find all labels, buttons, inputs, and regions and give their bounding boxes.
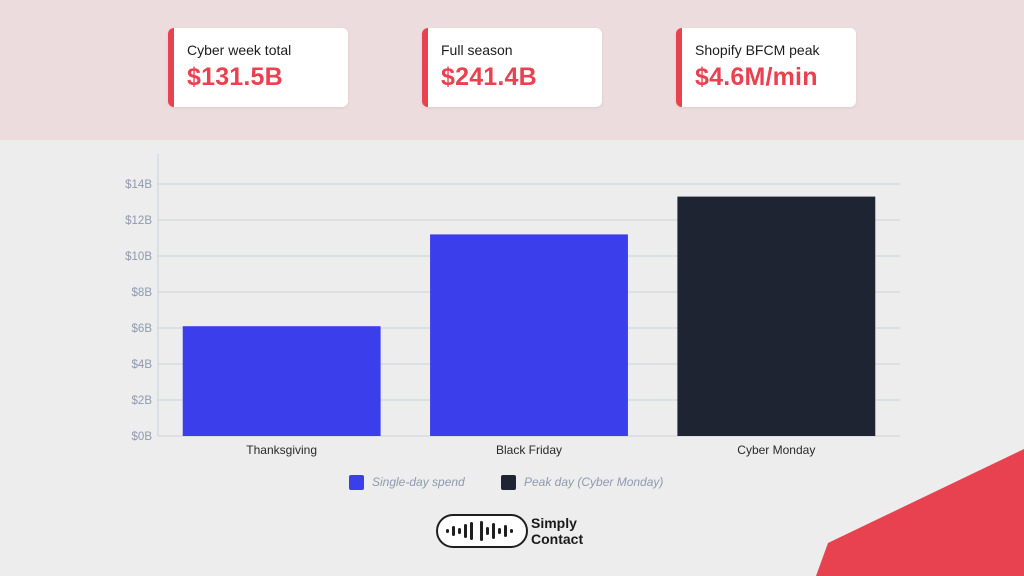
brand-name: Simply Contact — [531, 515, 583, 547]
legend-label: Peak day (Cyber Monday) — [524, 475, 664, 489]
kpi-label: Cyber week total — [187, 42, 292, 58]
legend-swatch-peak-day — [501, 474, 516, 490]
y-tick-label: $6B — [132, 323, 153, 335]
y-tick-label: $4B — [132, 359, 153, 371]
legend-item-single-day: Single-day spend — [349, 472, 465, 492]
brand-logo: Simply Contact — [436, 513, 583, 549]
legend-swatch-single-day — [349, 474, 364, 490]
bar-cyber-monday — [677, 196, 876, 436]
y-tick-label: $14B — [125, 179, 152, 191]
y-tick-label: $2B — [132, 395, 153, 407]
kpi-value: $241.4B — [441, 63, 537, 91]
kpi-card-shopify-peak: Shopify BFCM peak $4.6M/min — [676, 28, 856, 107]
x-tick-label: Cyber Monday — [737, 443, 815, 457]
y-tick-label: $0B — [132, 431, 153, 443]
kpi-card-full-season: Full season $241.4B — [422, 28, 602, 107]
x-tick-label: Thanksgiving — [246, 443, 317, 457]
brand-name-line2: Contact — [531, 531, 584, 547]
legend-label: Single-day spend — [372, 475, 465, 489]
y-tick-label: $8B — [132, 287, 153, 299]
sound-wave-icon — [436, 514, 528, 548]
kpi-label: Full season — [441, 42, 513, 58]
chart-legend: Single-day spend Peak day (Cyber Monday) — [0, 472, 1024, 492]
legend-item-peak-day: Peak day (Cyber Monday) — [501, 472, 663, 492]
bar-chart: $0B $2B $4B $6B $8B $10B $12B $14B Thanksgiving B… — [125, 154, 900, 457]
brand-name-line1: Simply — [531, 515, 577, 531]
bar-thanksgiving — [182, 326, 381, 436]
bar-black-friday — [430, 234, 628, 436]
kpi-value: $4.6M/min — [695, 63, 818, 91]
kpi-label: Shopify BFCM peak — [695, 42, 820, 58]
x-tick-label: Black Friday — [496, 443, 562, 457]
y-tick-label: $10B — [125, 251, 152, 263]
kpi-card-cyber-week: Cyber week total $131.5B — [168, 28, 348, 107]
y-tick-label: $12B — [125, 215, 152, 227]
kpi-value: $131.5B — [187, 63, 283, 91]
